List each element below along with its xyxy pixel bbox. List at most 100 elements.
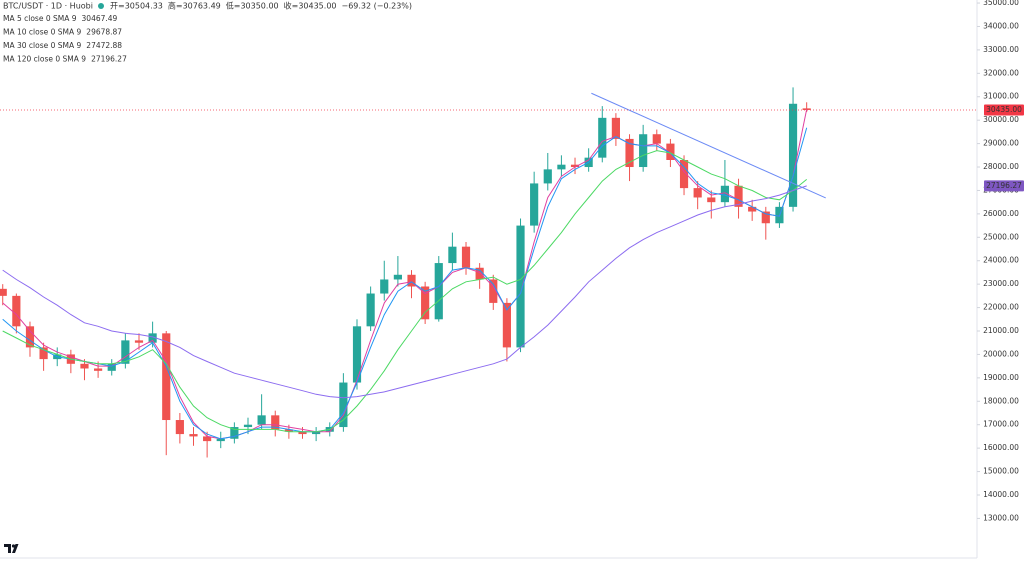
y-tick-label: 34000.00 xyxy=(983,21,1019,30)
tv-logo xyxy=(4,544,19,553)
candle-body xyxy=(393,274,402,280)
candle-body xyxy=(448,246,457,264)
candle-body xyxy=(162,333,171,421)
candle-body xyxy=(788,103,798,207)
y-tick-label: 30000.00 xyxy=(983,115,1019,124)
candle-body xyxy=(693,188,702,198)
ma-line xyxy=(2,150,808,433)
candle-body xyxy=(543,169,552,184)
y-tick-label: 15000.00 xyxy=(983,467,1019,476)
candle-body xyxy=(121,340,130,364)
candle-body xyxy=(502,302,511,348)
candle-body xyxy=(557,164,566,170)
candle-body xyxy=(216,438,225,442)
legend-label: MA 120 close 0 SMA 9 xyxy=(3,55,86,64)
ma-line xyxy=(2,127,808,440)
candle-body xyxy=(107,363,116,371)
candle-body xyxy=(352,326,362,383)
candle-body xyxy=(611,117,620,139)
y-tick-label: 24000.00 xyxy=(983,256,1019,265)
candle-body xyxy=(530,183,539,226)
candle-body xyxy=(380,279,389,294)
candle-body xyxy=(271,415,280,430)
candle-body xyxy=(39,347,48,360)
ohlc-value: 高=30763.49 xyxy=(168,1,221,11)
candle-body xyxy=(407,274,416,287)
y-tick-label: 20000.00 xyxy=(983,349,1019,358)
candle-body xyxy=(652,134,661,144)
symbol-title: BTC/USDT · 1D · Huobi xyxy=(3,2,93,11)
legend-value: 27472.88 xyxy=(86,41,122,50)
candle-body xyxy=(748,206,757,212)
candle-body xyxy=(720,185,730,203)
y-tick-label: 13000.00 xyxy=(983,513,1019,522)
candle-body xyxy=(434,263,443,320)
candle-body xyxy=(257,415,266,425)
candle-body xyxy=(516,225,525,348)
candle-body xyxy=(666,143,675,160)
candle-body xyxy=(598,117,607,158)
candle-body xyxy=(284,429,293,432)
candle-body xyxy=(489,279,498,303)
candle-body xyxy=(243,424,253,428)
legend-label: MA 30 close 0 SMA 9 xyxy=(3,41,82,50)
candle-body xyxy=(148,333,157,343)
y-tick-label: 18000.00 xyxy=(983,396,1019,405)
y-tick-label: 32000.00 xyxy=(983,68,1019,77)
y-tick-label: 28000.00 xyxy=(983,162,1019,171)
y-tick-label: 31000.00 xyxy=(983,92,1019,101)
candle-body xyxy=(25,326,35,348)
candle-body xyxy=(134,340,144,343)
candle-body xyxy=(94,368,103,371)
price-tag xyxy=(984,104,1024,116)
y-tick-label: 25000.00 xyxy=(983,232,1019,241)
y-tick-label: 17000.00 xyxy=(983,420,1019,429)
candle-body xyxy=(230,427,239,439)
ma-line xyxy=(2,185,807,399)
y-tick-label: 14000.00 xyxy=(983,490,1019,499)
y-tick-label: 19000.00 xyxy=(983,373,1019,382)
candle-body xyxy=(639,134,648,168)
price-tag xyxy=(984,180,1024,192)
legend-label: MA 10 close 0 SMA 9 xyxy=(3,28,82,37)
candle-body xyxy=(175,420,184,435)
ohlc-value: 开=30504.33 xyxy=(110,2,163,11)
ma-line xyxy=(2,109,808,440)
candle-body xyxy=(761,211,770,224)
legend-value: 30467.49 xyxy=(82,14,118,23)
candle-body xyxy=(475,267,484,280)
candle-body xyxy=(203,436,212,442)
y-tick-label: 33000.00 xyxy=(983,45,1019,54)
price-tag-label: 30435.00 xyxy=(986,105,1022,114)
status-dot xyxy=(98,3,104,9)
candle-body xyxy=(625,138,634,168)
candle-body xyxy=(802,108,811,110)
candles xyxy=(0,87,811,458)
y-tick-label: 22000.00 xyxy=(983,303,1019,312)
candle-body xyxy=(80,363,89,369)
candle-body xyxy=(421,286,430,320)
legend-value: 27196.27 xyxy=(91,55,127,64)
candle-body xyxy=(707,197,716,203)
y-tick-label: 23000.00 xyxy=(983,279,1019,288)
y-tick-label: 35000.00 xyxy=(983,0,1019,7)
candle-body xyxy=(570,164,580,168)
candle-body xyxy=(189,434,198,437)
ohlc-value: −69.32 (−0.23%) xyxy=(342,2,413,11)
price-tag-label: 27196.27 xyxy=(986,181,1022,190)
candle-body xyxy=(734,185,743,207)
candle-body xyxy=(339,382,348,428)
legend-label: MA 5 close 0 SMA 9 xyxy=(3,14,77,23)
ohlc-value: 低=30350.00 xyxy=(226,1,279,11)
trend-line xyxy=(591,92,826,199)
y-tick-label: 16000.00 xyxy=(983,443,1019,452)
candle-body xyxy=(12,295,21,327)
y-tick-label: 21000.00 xyxy=(983,326,1019,335)
candle-body xyxy=(461,246,471,268)
candle-body xyxy=(298,431,307,435)
candle-body xyxy=(312,431,321,435)
candle-body xyxy=(0,288,7,296)
y-tick-label: 26000.00 xyxy=(983,209,1019,218)
